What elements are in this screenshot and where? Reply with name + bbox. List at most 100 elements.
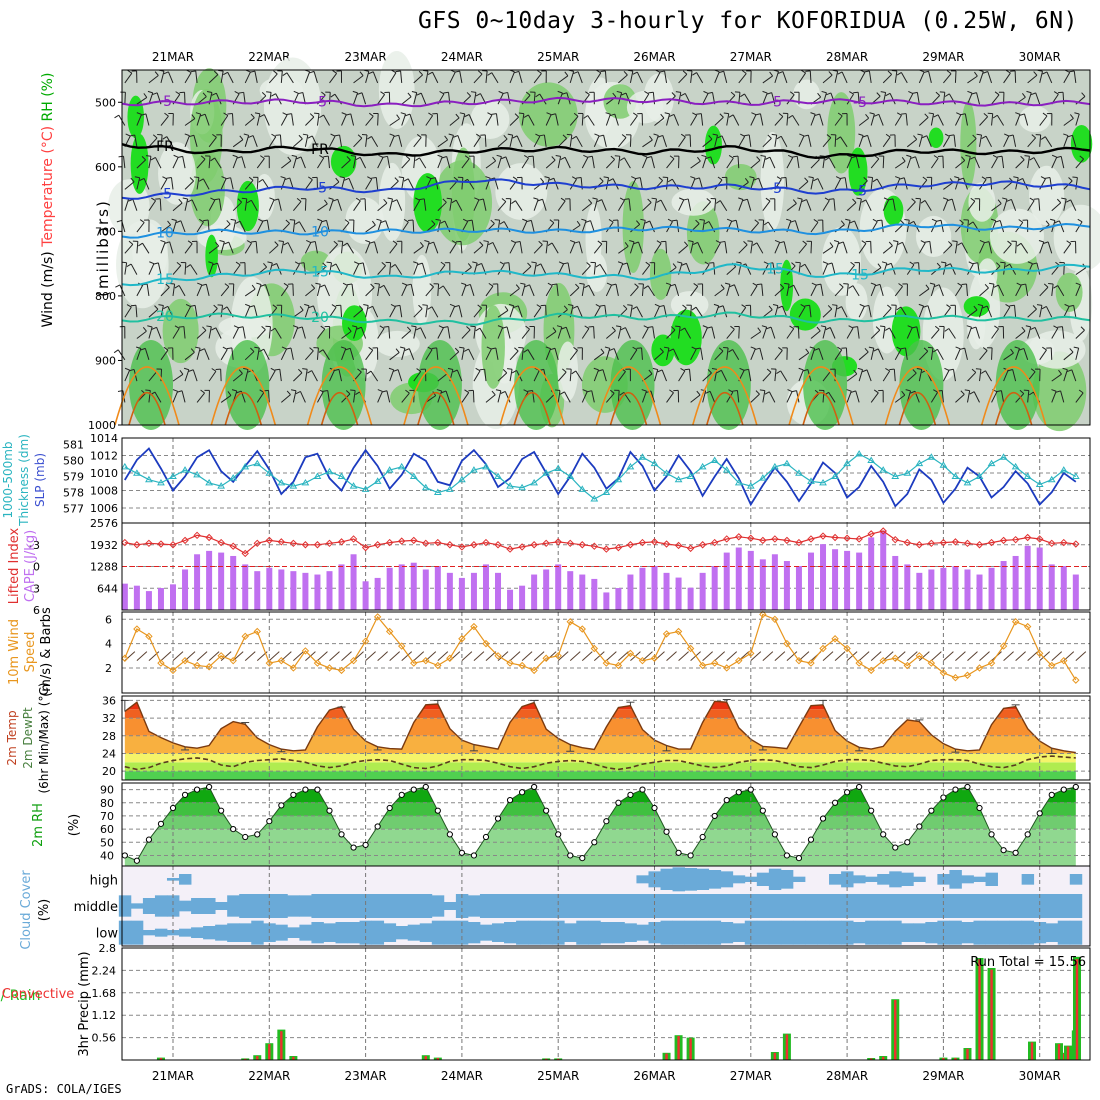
cloud-bar [696,868,710,890]
wind-barb-flag [840,177,846,180]
wind-barb [617,371,626,382]
wind-barb-flag [235,261,241,266]
wind-barb [817,178,824,190]
wind-barb-flag [997,199,1002,204]
wind-barb [323,114,330,126]
wind-barb-flag [731,219,737,222]
wind-barb [156,327,162,339]
wind-barb-flag [347,283,353,286]
wind-barb-flag [357,368,362,373]
wind-barb-flag [642,154,648,158]
wind-barb [316,113,320,126]
wind-barb-flag [608,218,614,223]
rh-high-patch [342,305,367,342]
wind-barb [412,220,415,233]
date-label-bottom: 23MAR [345,1069,387,1083]
wind-barb-flag [298,134,303,140]
wind-barb [603,135,607,147]
wind-barb-flag [1040,176,1046,180]
wind-barb-flag [415,197,420,201]
wind-barb [341,285,348,297]
cape-bar [1048,564,1055,610]
slp-tick-label: 1010 [90,467,118,480]
wind-barb-flag [307,370,312,374]
wind-barb-flag [392,199,398,203]
cape-bar [458,577,465,610]
wind-barb [437,201,447,212]
wind-barb [726,266,737,275]
wind-barb-flag [744,134,750,137]
wind-barb-flag [582,389,588,392]
cloud-bar [985,872,998,886]
thickness-marker [120,462,129,470]
wind-barb-flag [715,240,721,244]
wind10m-barb [461,651,473,662]
wind-barb-flag [634,283,639,288]
cloud-bar [901,894,914,918]
wind-barb-flag [788,284,794,288]
thickness-marker [217,482,226,489]
wind-barb [280,285,289,297]
cape-bar [880,530,887,610]
wind-barb [690,70,693,83]
wind-barb [820,284,824,296]
wind-barb-flag [502,368,508,374]
wind-barb-flag [512,176,518,181]
temp-30-contour [417,392,455,426]
wind-barb [208,308,218,318]
wind-barb [865,199,872,211]
wind-barb [290,347,294,360]
wind-barb-flag [1044,177,1051,179]
wind-barb [420,92,427,105]
wind-barb [542,199,547,211]
isotherm-line [121,311,1091,326]
wind-barb [178,285,186,297]
wind-tick-label: 4 [105,638,112,651]
cloud-bar [431,895,445,917]
wind-barb [822,308,833,318]
rh-lowlevel-patch [995,340,1040,430]
rh-marker [807,836,815,843]
wind-barb-flag [583,154,589,158]
wind-barb-flag [297,92,303,95]
wind-barb-flag [501,156,507,160]
wind-barb-flag [741,304,747,308]
wind-barb-flag [1017,178,1023,182]
wind-barb [844,177,848,190]
wind-barb-flag [982,305,988,309]
wind-barb [148,156,152,169]
wind-barb [1063,351,1074,361]
wind-barb [215,327,222,339]
wind-barb-flag [948,241,953,246]
wind-barb-flag [163,71,169,75]
wind10m-barb [858,651,870,662]
wind-barb [846,283,849,296]
wind-barb-flag [191,114,196,119]
wind-barb-flag [345,113,351,116]
wind-barb [642,264,651,275]
thickness-marker [746,482,755,489]
wind-barb-flag [875,326,881,331]
lifted-index-marker [951,538,960,546]
wind-barb-flag [424,240,430,243]
wind10m-barb [593,651,605,662]
wind-barb-flag [275,134,281,136]
wind-barb-flag [454,347,460,353]
wind-barb-flag [488,242,494,246]
cloud-bar [720,894,734,918]
wind-barb-flag [646,390,652,394]
wind-barb-flag [893,240,899,243]
wind-barb-flag [411,90,417,94]
wind-barb-flag [1064,303,1070,307]
wind-barb [690,114,698,126]
wind-barb-flag [824,197,830,201]
lifted-index-marker [879,527,887,535]
wind-barb-flag [934,325,940,330]
thickness-marker [373,477,382,484]
wind-barb [519,241,523,254]
wind-barb-flag [712,133,718,136]
wind-barb [855,390,860,403]
cloud-bar [901,923,914,942]
lifted-index-marker [674,541,683,550]
